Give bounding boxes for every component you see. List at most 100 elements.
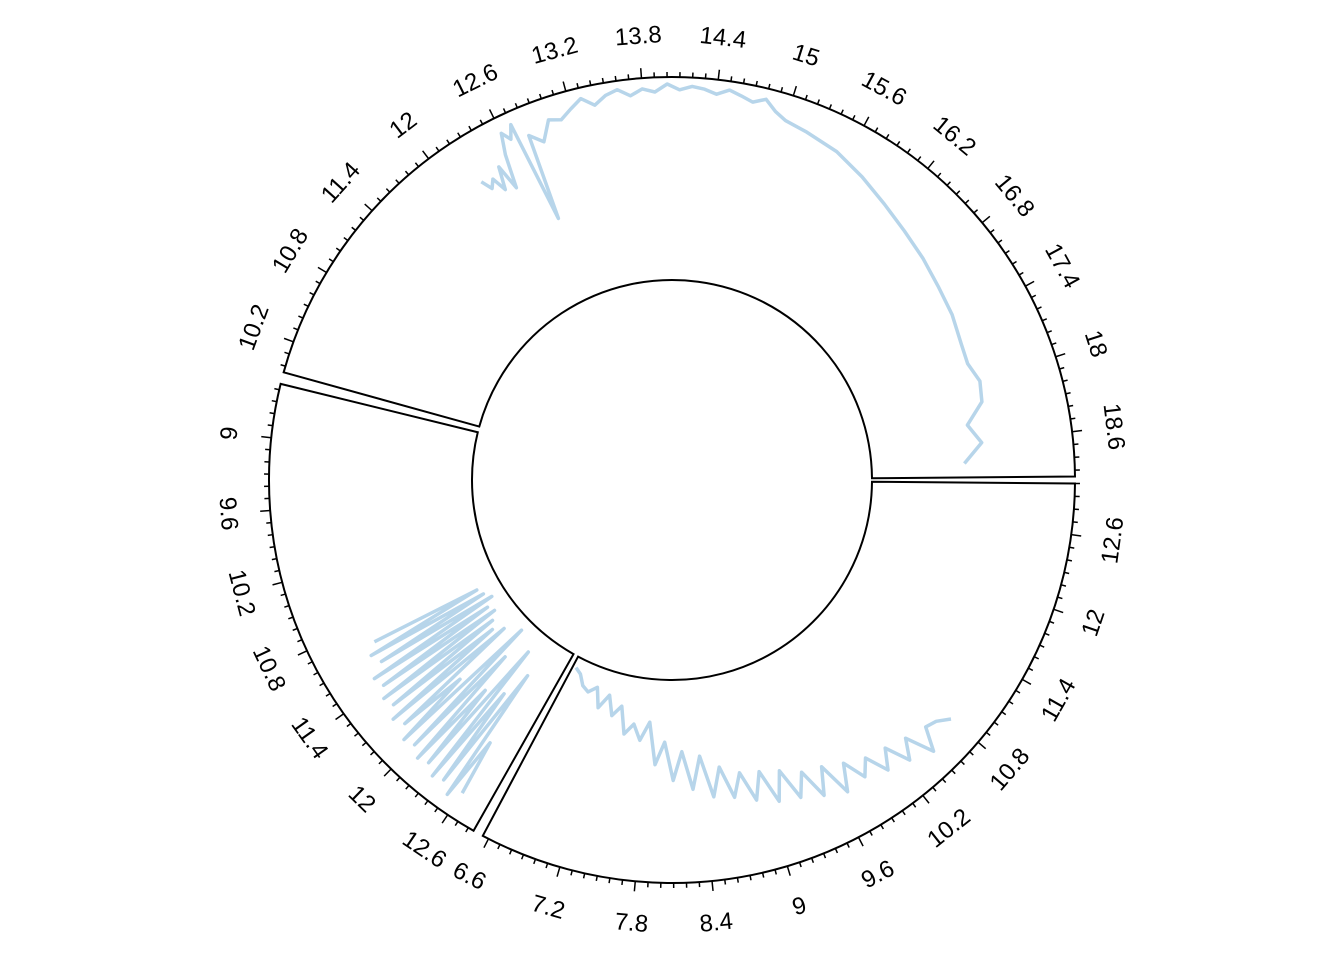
minor-tick xyxy=(576,83,579,89)
major-tick xyxy=(483,838,490,849)
minor-tick xyxy=(755,80,758,87)
minor-tick xyxy=(414,162,420,168)
minor-tick xyxy=(891,817,896,823)
major-tick xyxy=(283,337,294,343)
minor-tick xyxy=(1028,667,1034,672)
minor-tick xyxy=(545,863,549,869)
sector-3-border xyxy=(268,382,575,833)
minor-tick xyxy=(266,521,272,524)
minor-tick xyxy=(269,412,275,415)
major-tick xyxy=(922,794,930,804)
tick-label: 14.4 xyxy=(698,22,748,54)
minor-tick xyxy=(446,139,451,145)
minor-tick xyxy=(1069,546,1075,549)
minor-tick xyxy=(405,784,410,790)
major-tick xyxy=(1071,533,1082,537)
sectors-layer xyxy=(268,76,1076,884)
minor-tick xyxy=(533,858,537,865)
ticks-layer xyxy=(260,68,1083,892)
minor-tick xyxy=(328,258,334,263)
minor-tick xyxy=(359,216,365,221)
tick-label: 9.6 xyxy=(214,496,243,531)
minor-tick xyxy=(274,569,280,573)
minor-tick xyxy=(896,141,901,147)
tick-label: 8.4 xyxy=(698,908,734,938)
minor-tick xyxy=(551,89,555,96)
minor-tick xyxy=(973,209,979,214)
minor-tick xyxy=(780,87,784,93)
minor-tick xyxy=(307,661,313,665)
minor-tick xyxy=(457,132,462,138)
minor-tick xyxy=(840,109,844,115)
minor-tick xyxy=(932,786,937,792)
minor-tick xyxy=(332,703,338,708)
tick-label: 11.4 xyxy=(285,712,333,764)
minor-tick xyxy=(271,399,277,403)
major-tick xyxy=(364,203,373,212)
tick-label: 11.4 xyxy=(316,157,366,208)
minor-tick xyxy=(343,236,349,242)
minor-tick xyxy=(309,291,315,296)
minor-tick xyxy=(346,722,352,728)
minor-tick xyxy=(614,75,617,82)
minor-tick xyxy=(901,810,906,816)
minor-tick xyxy=(424,800,429,806)
minor-tick xyxy=(385,188,391,193)
minor-tick xyxy=(960,760,965,766)
major-tick xyxy=(441,814,449,824)
minor-tick xyxy=(985,731,991,736)
minor-tick xyxy=(274,387,280,391)
minor-tick xyxy=(526,98,530,104)
minor-tick xyxy=(414,792,419,798)
minor-tick xyxy=(1018,271,1024,276)
tick-label: 10.8 xyxy=(985,743,1036,796)
tick-label: 10.8 xyxy=(247,642,291,696)
minor-tick xyxy=(767,83,771,89)
minor-tick xyxy=(595,875,598,882)
minor-tick xyxy=(969,751,974,756)
major-tick xyxy=(863,116,870,127)
tick-label: 9.6 xyxy=(857,855,899,894)
minor-tick xyxy=(1062,379,1068,383)
major-tick xyxy=(639,68,643,79)
minor-tick xyxy=(404,170,410,176)
minor-tick xyxy=(627,74,630,80)
minor-tick xyxy=(946,181,951,186)
minor-tick xyxy=(293,327,299,331)
minor-tick xyxy=(1036,306,1042,310)
minor-tick xyxy=(267,533,273,537)
minor-tick xyxy=(325,692,331,697)
major-tick xyxy=(717,69,721,80)
minor-tick xyxy=(269,545,275,549)
minor-tick xyxy=(880,824,885,830)
minor-tick xyxy=(798,862,802,868)
series-line-sector-3 xyxy=(369,588,531,797)
tick-label: 16.8 xyxy=(989,169,1040,222)
minor-tick xyxy=(354,732,359,737)
tick-label: 12 xyxy=(1076,606,1110,640)
minor-tick xyxy=(906,148,911,154)
minor-tick xyxy=(1049,620,1055,624)
minor-tick xyxy=(1041,318,1048,322)
minor-tick xyxy=(951,769,956,775)
minor-tick xyxy=(1059,366,1065,370)
major-tick xyxy=(562,81,567,92)
minor-tick xyxy=(724,879,727,885)
minor-tick xyxy=(378,759,384,765)
tick-label: 13.8 xyxy=(614,21,663,51)
minor-tick xyxy=(292,627,298,632)
minor-tick xyxy=(1060,584,1067,587)
minor-tick xyxy=(267,424,273,427)
minor-tick xyxy=(502,108,507,114)
minor-tick xyxy=(917,156,922,162)
major-tick xyxy=(260,509,271,513)
major-tick xyxy=(1055,352,1066,358)
minor-tick xyxy=(736,877,739,883)
minor-tick xyxy=(454,821,459,827)
minor-tick xyxy=(1030,294,1037,299)
minor-tick xyxy=(621,879,624,886)
tick-label: 12 xyxy=(343,780,381,818)
major-tick xyxy=(711,880,714,892)
